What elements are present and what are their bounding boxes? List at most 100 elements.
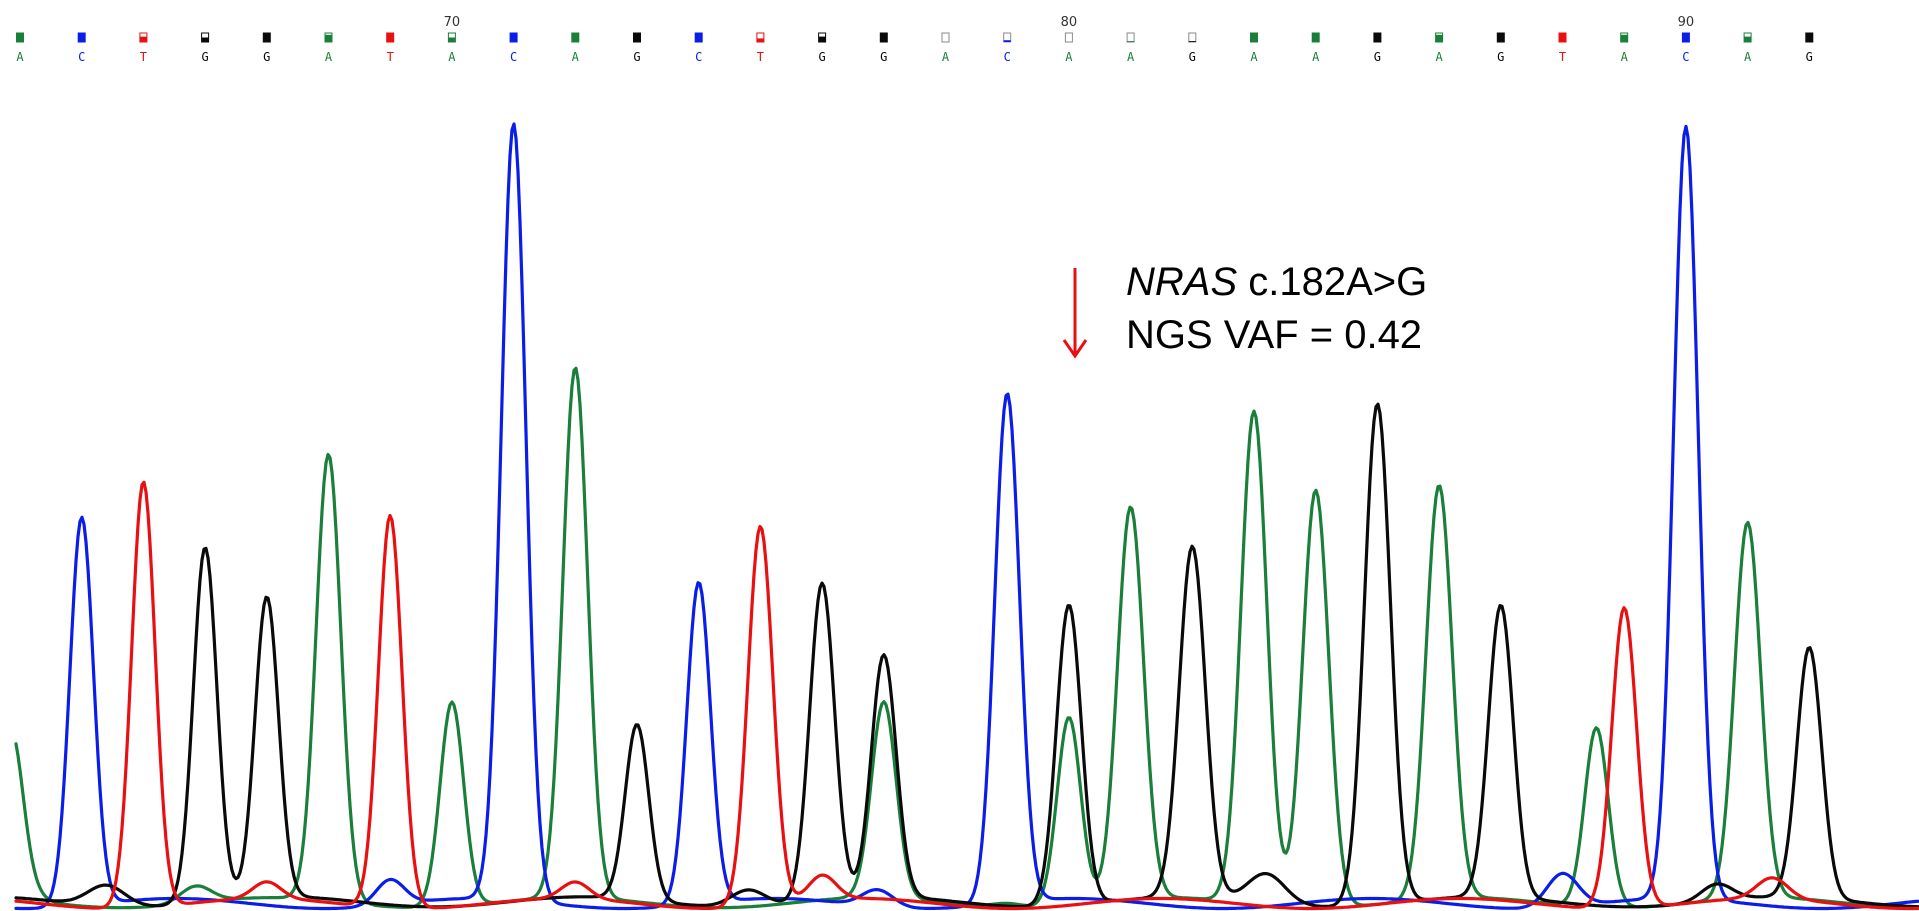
variant-name-line: NRAS c.182A>G — [1126, 256, 1427, 309]
quality-box-fill — [1373, 33, 1381, 42]
quality-box-fill — [1003, 40, 1011, 42]
base-call: A — [1064, 32, 1073, 64]
quality-box-fill — [263, 33, 271, 42]
quality-box — [941, 32, 950, 43]
base-letter: A — [1250, 50, 1258, 64]
base-call: A — [447, 32, 456, 64]
quality-box-fill — [1805, 33, 1813, 42]
base-call: C — [694, 32, 703, 64]
base-call: A — [1311, 32, 1320, 64]
quality-box-fill — [16, 33, 24, 42]
quality-box-fill — [880, 33, 888, 42]
base-call: A — [1126, 32, 1135, 64]
trace-T — [14, 480, 1919, 911]
base-letter: A — [942, 50, 950, 64]
base-letter: G — [818, 50, 825, 64]
base-letter: C — [1682, 50, 1689, 64]
quality-box-fill — [1127, 41, 1135, 42]
base-call: T — [386, 32, 395, 64]
variant-arrow-icon — [1062, 268, 1088, 359]
base-call: G — [201, 32, 210, 64]
base-call: C — [1681, 32, 1690, 64]
base-letter: G — [880, 50, 887, 64]
base-letter: G — [201, 50, 208, 64]
base-call: T — [139, 32, 148, 64]
base-letter: T — [1559, 50, 1566, 64]
base-letter: A — [1621, 50, 1629, 64]
quality-box-fill — [510, 33, 518, 42]
quality-box-fill — [1682, 33, 1690, 42]
base-letter: G — [1497, 50, 1504, 64]
base-call: T — [756, 32, 765, 64]
base-letter: T — [140, 50, 147, 64]
base-letter: C — [78, 50, 85, 64]
quality-box-fill — [1250, 33, 1258, 42]
base-letter: A — [1127, 50, 1135, 64]
base-call: G — [633, 32, 641, 64]
base-letter: A — [1065, 50, 1073, 64]
base-letter: G — [1189, 50, 1196, 64]
base-call: A — [324, 32, 333, 64]
base-call: G — [1496, 32, 1505, 64]
base-letter: G — [1806, 50, 1813, 64]
base-letter: T — [757, 50, 764, 64]
base-letter: G — [1374, 50, 1381, 64]
base-call: G — [879, 32, 888, 64]
quality-box-fill — [325, 34, 332, 42]
position-tick-label: 90 — [1678, 15, 1695, 30]
trace-G — [14, 402, 1919, 909]
quality-box-fill — [695, 33, 703, 42]
quality-box-fill — [78, 33, 86, 42]
base-call: A — [1250, 32, 1258, 64]
base-letter: G — [633, 50, 640, 64]
base-letter: G — [263, 50, 270, 64]
quality-box-fill — [139, 36, 147, 42]
quality-box — [1064, 32, 1073, 43]
quality-box-fill — [756, 38, 764, 42]
base-call: T — [1558, 32, 1567, 64]
base-call: A — [941, 32, 950, 64]
quality-box-fill — [1620, 34, 1628, 42]
base-call: G — [1805, 32, 1814, 64]
base-call: A — [571, 32, 580, 64]
base-letter: A — [1435, 50, 1443, 64]
quality-box-fill — [571, 33, 579, 42]
vaf-line: NGS VAF = 0.42 — [1126, 312, 1423, 357]
base-letter: C — [510, 50, 517, 64]
base-call: A — [1620, 32, 1629, 64]
quality-box-fill — [1744, 36, 1752, 42]
base-call: A — [1435, 32, 1443, 64]
base-call: C — [77, 32, 86, 64]
quality-box-fill — [386, 33, 394, 42]
base-call: G — [1188, 32, 1197, 64]
base-letter: A — [325, 50, 333, 64]
base-call: C — [509, 32, 518, 64]
base-call: A — [16, 32, 24, 64]
base-letter: A — [448, 50, 456, 64]
base-call: G — [1373, 32, 1382, 64]
base-call: G — [262, 32, 271, 64]
position-ticks: 70 80 90 — [444, 15, 1695, 30]
trace-lines — [14, 122, 1919, 911]
base-call: G — [818, 32, 827, 64]
quality-box-fill — [1497, 33, 1505, 42]
base-letter: A — [572, 50, 580, 64]
quality-box — [1188, 32, 1197, 43]
base-letter: A — [16, 50, 24, 64]
trace-C — [14, 122, 1919, 911]
variant-annotation: NRAS c.182A>G NGS VAF = 0.42 — [1126, 256, 1427, 362]
base-letter: T — [387, 50, 394, 64]
quality-box-fill — [448, 37, 456, 42]
quality-box — [1126, 32, 1135, 43]
variant-notation: c.182A>G — [1248, 260, 1428, 304]
gene-name: NRAS — [1126, 260, 1238, 304]
quality-box-fill — [633, 33, 641, 42]
quality-box-fill — [1435, 34, 1443, 42]
base-letter: A — [1312, 50, 1320, 64]
quality-box-fill — [201, 37, 209, 42]
position-tick-label: 80 — [1061, 15, 1078, 30]
quality-box-fill — [1559, 33, 1566, 42]
position-tick-label: 70 — [444, 15, 461, 30]
